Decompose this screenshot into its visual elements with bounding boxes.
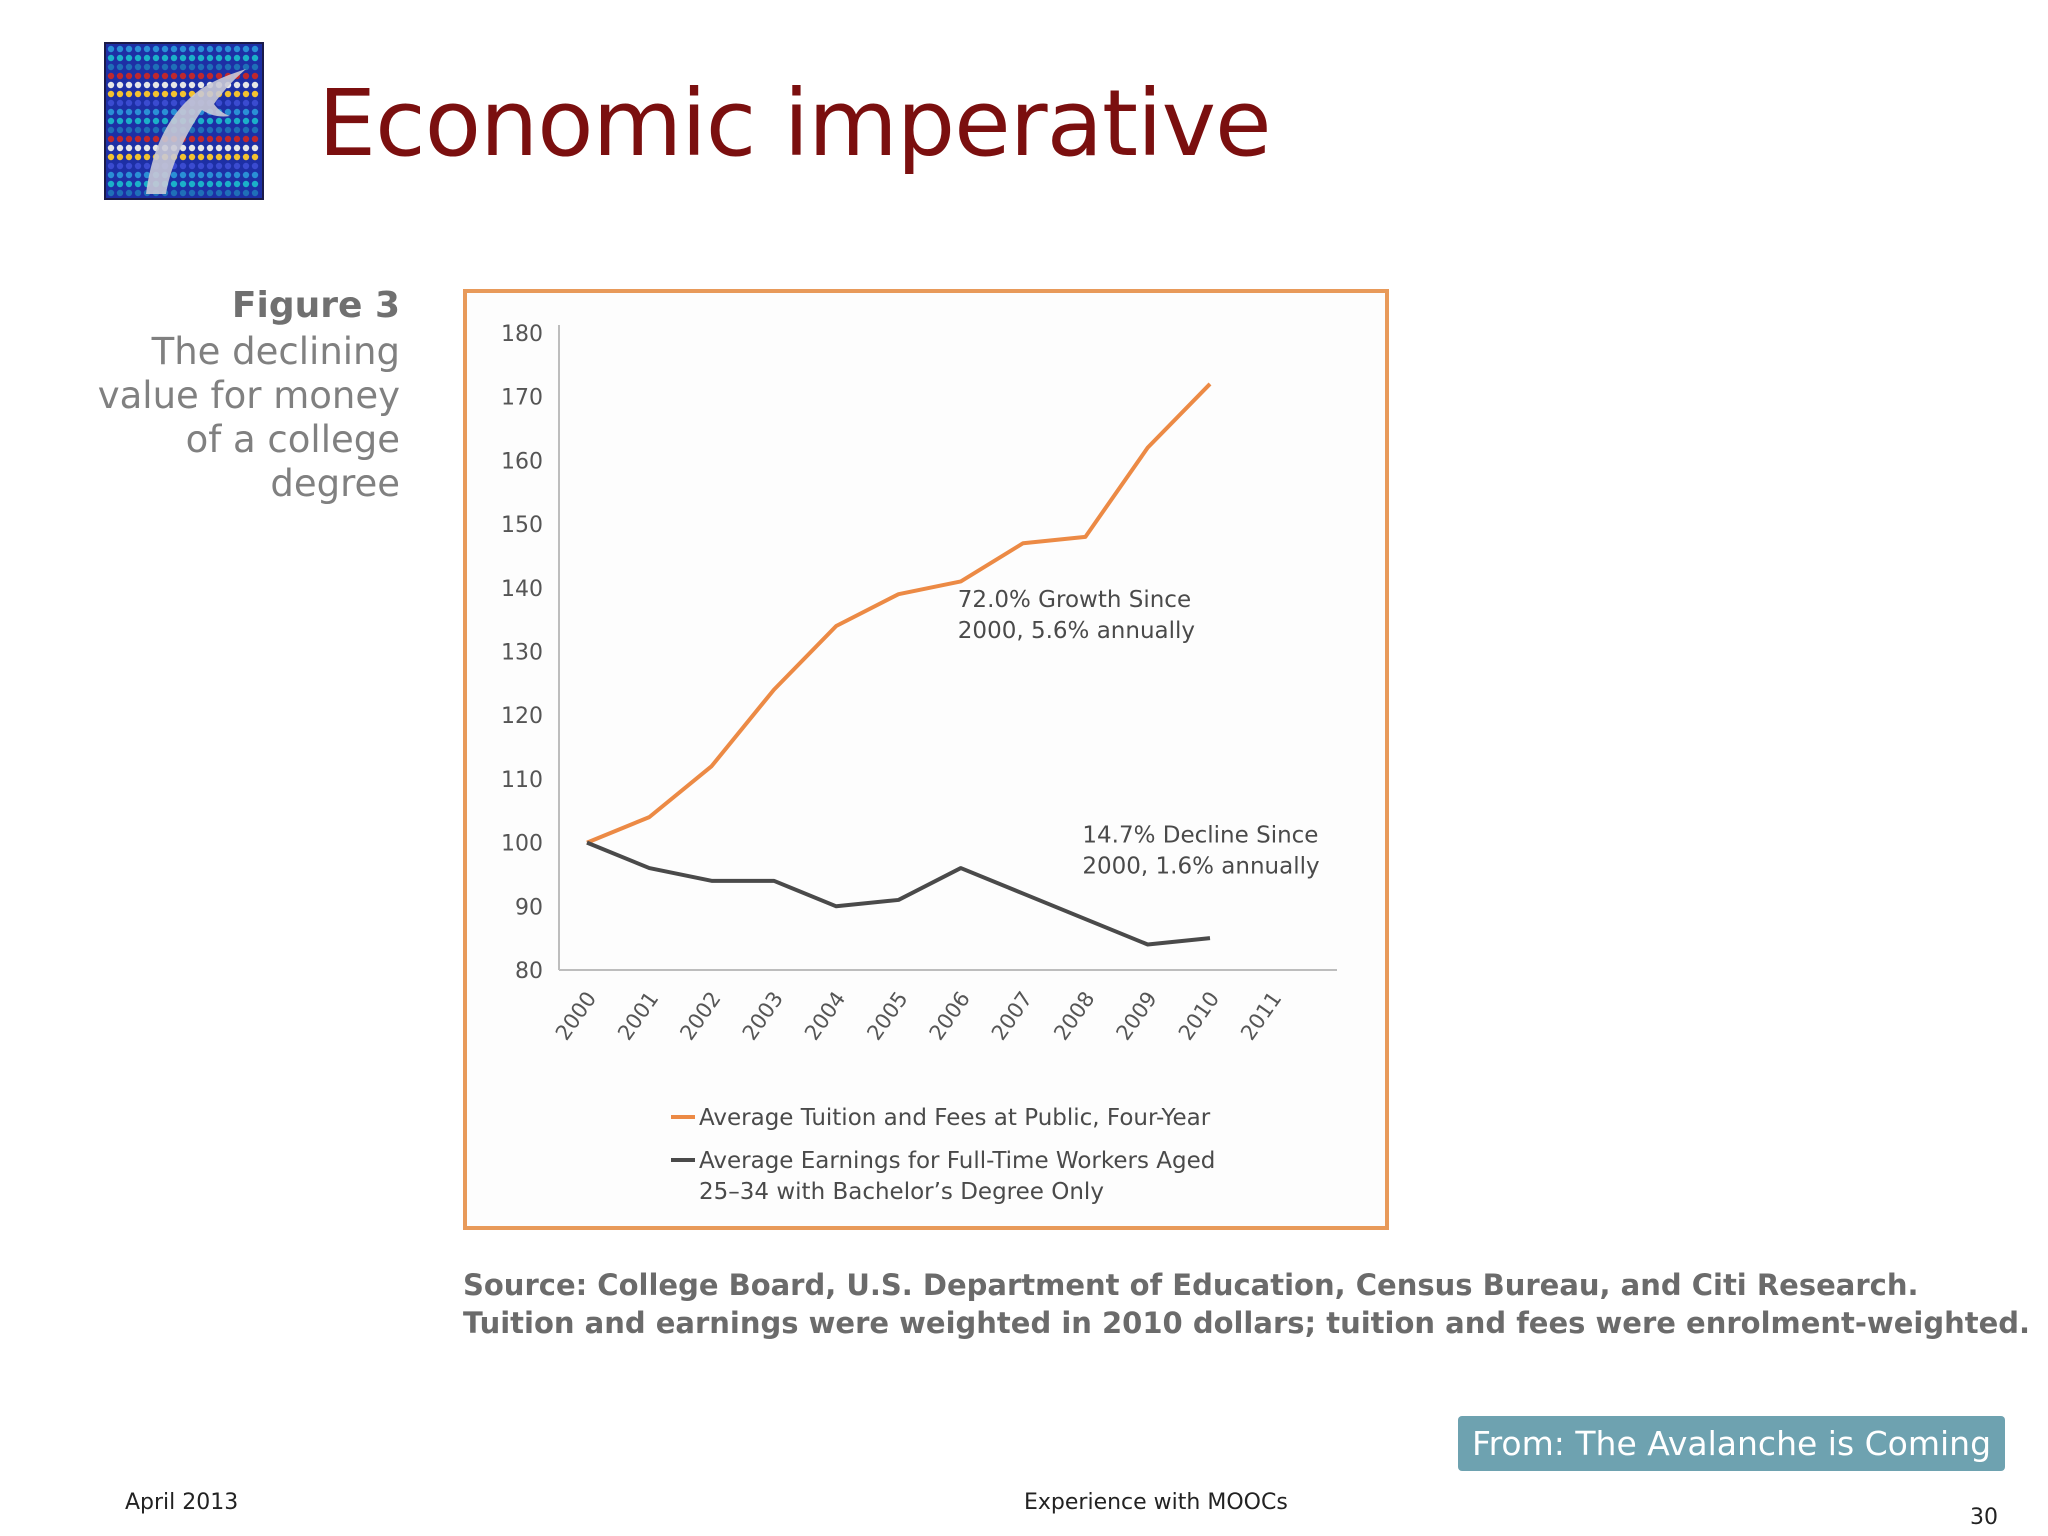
x-tick-label: 2006: [925, 987, 975, 1045]
y-tick-label: 140: [501, 577, 543, 602]
annotation-text: 2000, 1.6% annually: [1082, 854, 1319, 880]
source-line: Tuition and earnings were weighted in 20…: [463, 1306, 2031, 1340]
y-tick-label: 170: [501, 386, 543, 411]
footer-date: April 2013: [125, 1490, 239, 1515]
y-tick-label: 80: [515, 959, 543, 984]
footer-title: Experience with MOOCs: [1024, 1490, 1288, 1515]
y-tick-label: 150: [501, 513, 543, 538]
y-tick-label: 130: [501, 641, 543, 666]
figure-caption: Figure 3 The declining value for money o…: [98, 282, 400, 506]
figure-caption-line: The declining: [151, 330, 400, 373]
slide-title: Economic imperative: [318, 70, 1272, 177]
source-line: Source: College Board, U.S. Department o…: [463, 1268, 1919, 1302]
legend-label: Average Tuition and Fees at Public, Four…: [699, 1105, 1211, 1131]
annotation-text: 72.0% Growth Since: [958, 587, 1191, 613]
y-tick-label: 90: [515, 895, 543, 920]
x-tick-label: 2004: [800, 987, 850, 1045]
figure-caption-line: degree: [270, 462, 400, 505]
annotation-text: 2000, 5.6% annually: [958, 618, 1195, 644]
figure-label: Figure 3: [231, 285, 400, 326]
x-tick-label: 2000: [551, 987, 601, 1045]
y-tick-label: 110: [501, 768, 543, 793]
figure-caption-line: of a college: [185, 418, 400, 461]
x-tick-label: 2008: [1049, 987, 1099, 1045]
x-tick-label: 2010: [1174, 987, 1224, 1045]
x-tick-label: 2007: [987, 987, 1037, 1045]
x-tick-label: 2003: [738, 987, 788, 1045]
chart-frame: 80 90 100 110 120 130 140 150 160 170 180 2000 2001 2…: [463, 289, 1389, 1230]
legend-label: 25–34 with Bachelor’s Degree Only: [699, 1179, 1104, 1205]
y-tick-label: 160: [501, 449, 543, 474]
page-number: 30: [1970, 1505, 1998, 1530]
annotation-text: 14.7% Decline Since: [1082, 823, 1318, 849]
y-tick-label: 120: [501, 704, 543, 729]
x-tick-label: 2002: [675, 987, 725, 1045]
tuition-series-line: [586, 382, 1212, 845]
legend-label: Average Earnings for Full-Time Workers A…: [699, 1148, 1215, 1174]
x-tick-label: 2001: [613, 987, 663, 1045]
x-tick-label: 2009: [1111, 987, 1161, 1045]
credit-badge: From: The Avalanche is Coming: [1458, 1416, 2006, 1471]
x-tick-label: 2005: [862, 987, 912, 1045]
dolphin-mosaic-logo: [104, 42, 264, 200]
y-tick-label: 180: [501, 322, 543, 347]
source-note: Source: College Board, U.S. Department o…: [463, 1266, 2030, 1342]
figure-caption-line: value for money: [97, 374, 400, 417]
x-tick-label: 2011: [1236, 987, 1286, 1045]
y-tick-label: 100: [501, 832, 543, 857]
